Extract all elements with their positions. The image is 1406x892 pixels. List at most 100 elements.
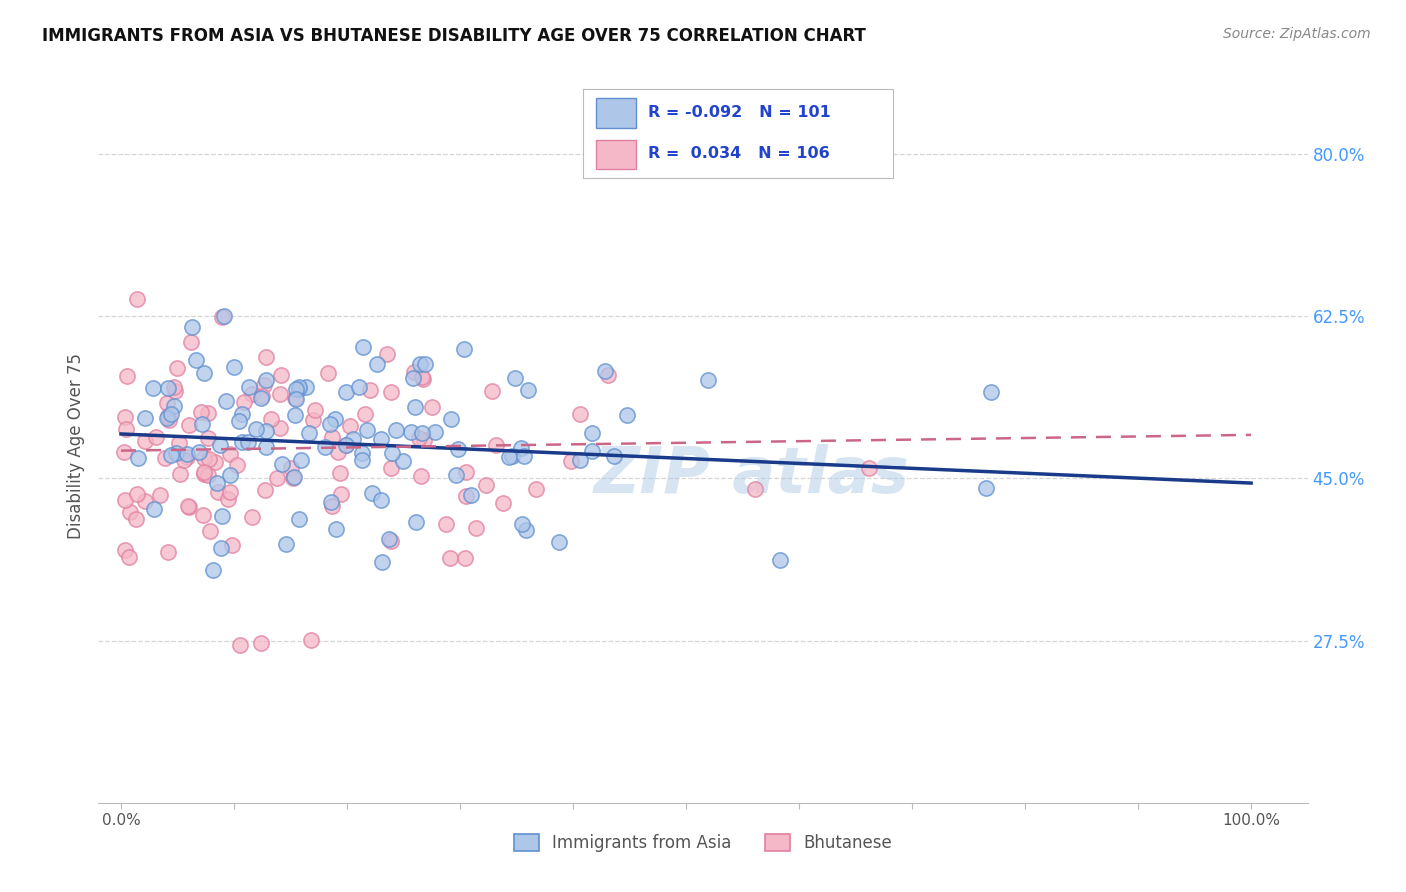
Point bbox=[380, 385, 402, 400]
Text: R =  0.034   N = 106: R = 0.034 N = 106 bbox=[648, 146, 830, 161]
Point bbox=[112, 444, 135, 458]
Point bbox=[177, 500, 200, 515]
Point bbox=[370, 432, 392, 446]
Point bbox=[219, 484, 242, 499]
Point bbox=[219, 447, 242, 461]
Text: Source: ZipAtlas.com: Source: ZipAtlas.com bbox=[1223, 27, 1371, 41]
Point bbox=[858, 461, 880, 475]
Point bbox=[524, 483, 547, 497]
Point bbox=[325, 411, 347, 425]
Point bbox=[191, 508, 214, 522]
Point bbox=[453, 342, 475, 356]
Point bbox=[295, 379, 318, 393]
Point bbox=[380, 461, 402, 475]
Point bbox=[127, 450, 149, 465]
Point bbox=[408, 431, 430, 445]
Point bbox=[350, 446, 373, 460]
Point bbox=[980, 384, 1002, 399]
Point bbox=[124, 512, 146, 526]
Point bbox=[288, 382, 311, 396]
Point bbox=[157, 381, 180, 395]
Point bbox=[176, 450, 198, 465]
Point bbox=[274, 537, 297, 551]
Point bbox=[352, 452, 374, 467]
Point bbox=[460, 487, 482, 501]
Point bbox=[304, 403, 326, 417]
Point bbox=[114, 409, 136, 424]
Point bbox=[439, 550, 461, 565]
Point bbox=[335, 437, 357, 451]
Point bbox=[405, 516, 427, 530]
Point bbox=[454, 551, 477, 566]
Point bbox=[456, 465, 478, 479]
Point bbox=[411, 426, 433, 441]
Point bbox=[134, 434, 156, 448]
Point bbox=[342, 432, 364, 446]
Point bbox=[515, 523, 537, 537]
Point bbox=[329, 467, 352, 481]
Point bbox=[335, 438, 357, 452]
Point bbox=[157, 409, 180, 423]
Point bbox=[250, 636, 273, 650]
Point bbox=[176, 447, 198, 461]
FancyBboxPatch shape bbox=[596, 98, 636, 128]
Point bbox=[321, 430, 343, 444]
Point bbox=[402, 371, 425, 385]
Point bbox=[212, 309, 235, 323]
Point bbox=[352, 340, 374, 354]
Point bbox=[370, 555, 392, 569]
Point bbox=[547, 535, 569, 549]
Point bbox=[254, 440, 277, 454]
Point bbox=[420, 400, 443, 414]
Point bbox=[413, 433, 436, 447]
Point bbox=[134, 411, 156, 425]
Point bbox=[697, 373, 720, 387]
Point bbox=[197, 406, 219, 420]
Point bbox=[211, 310, 233, 324]
Point bbox=[269, 386, 291, 401]
Point bbox=[602, 449, 624, 463]
Point bbox=[145, 430, 167, 444]
Point bbox=[596, 368, 619, 382]
Point bbox=[231, 407, 253, 421]
Point bbox=[569, 453, 592, 467]
Point bbox=[283, 470, 305, 484]
Point bbox=[513, 449, 536, 463]
Point bbox=[229, 638, 252, 652]
Point bbox=[481, 384, 503, 398]
Point bbox=[510, 517, 533, 532]
Point bbox=[744, 482, 766, 496]
Point bbox=[254, 424, 277, 438]
Point bbox=[335, 384, 357, 399]
Point bbox=[485, 438, 508, 452]
Point bbox=[568, 407, 591, 421]
Point bbox=[163, 399, 186, 413]
Point bbox=[217, 491, 239, 506]
Point bbox=[366, 357, 388, 371]
Point bbox=[207, 475, 229, 490]
Point bbox=[253, 378, 276, 392]
Point bbox=[159, 408, 181, 422]
Point bbox=[425, 425, 447, 439]
Point bbox=[198, 524, 221, 539]
Point bbox=[191, 417, 214, 432]
Point bbox=[221, 538, 243, 552]
Point bbox=[254, 483, 277, 498]
Point bbox=[180, 335, 202, 350]
Point bbox=[281, 471, 304, 485]
Point bbox=[197, 467, 219, 482]
Point bbox=[399, 425, 422, 439]
Point bbox=[361, 486, 384, 500]
Point bbox=[231, 434, 253, 449]
Legend: Immigrants from Asia, Bhutanese: Immigrants from Asia, Bhutanese bbox=[508, 827, 898, 859]
Point bbox=[402, 365, 425, 379]
Point bbox=[254, 373, 277, 387]
Point bbox=[299, 632, 322, 647]
Point bbox=[329, 487, 352, 501]
Point bbox=[173, 452, 195, 467]
Point bbox=[353, 407, 375, 421]
Point bbox=[380, 446, 402, 460]
Point bbox=[392, 454, 415, 468]
Point bbox=[165, 445, 187, 459]
Point bbox=[250, 388, 273, 402]
